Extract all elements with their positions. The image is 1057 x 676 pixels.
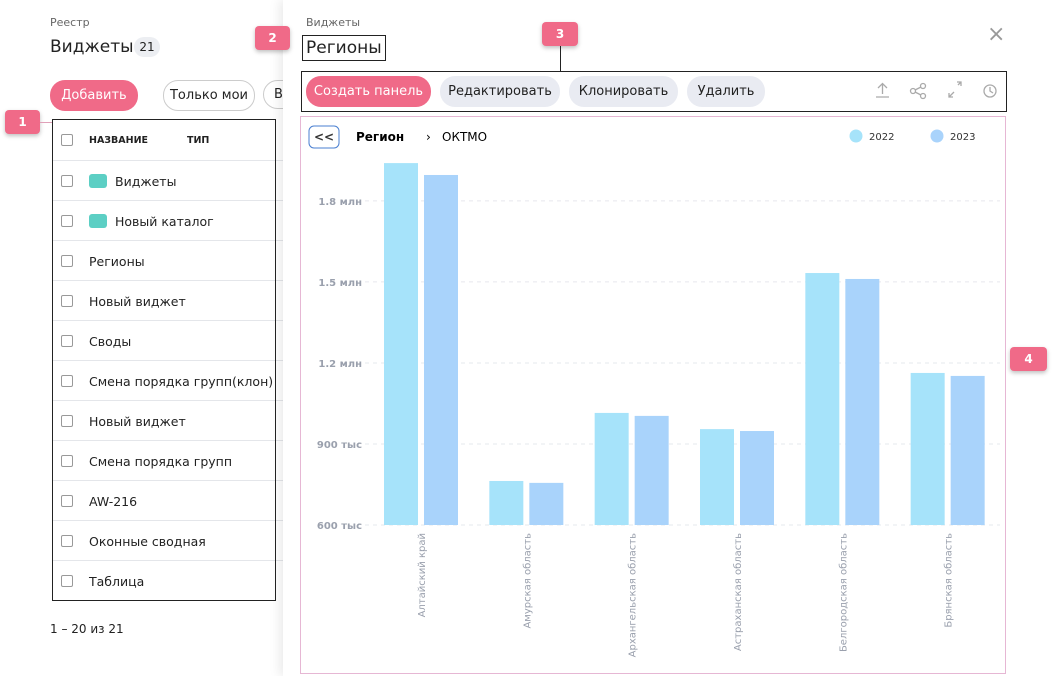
x-tick-label: Брянская область xyxy=(944,533,955,628)
row-name: Новый виджет xyxy=(89,293,186,309)
bar xyxy=(529,482,564,525)
y-tick-label: 1.2 млн xyxy=(318,359,362,370)
table-row[interactable]: AW-216 xyxy=(52,480,283,521)
bar xyxy=(845,278,880,525)
table-row[interactable]: Своды xyxy=(52,320,283,361)
annotation: 3 xyxy=(542,22,578,46)
column-header: ТИП xyxy=(187,134,210,146)
y-tick-label: 1.8 млн xyxy=(318,197,362,208)
edit-button[interactable]: Редактировать xyxy=(440,76,560,107)
breadcrumb: Реестр xyxy=(50,16,90,29)
checkbox[interactable] xyxy=(61,215,73,227)
back-button-label: << xyxy=(314,130,334,144)
chart-frame xyxy=(300,116,1006,674)
clone-button[interactable]: Клонировать xyxy=(569,76,678,107)
filter-button[interactable]: Только мои xyxy=(163,80,255,111)
table-row[interactable]: Виджеты xyxy=(52,160,283,201)
x-tick-label: Астраханская область xyxy=(733,533,744,651)
panel-title: Регионы xyxy=(302,35,386,61)
table-row[interactable]: Новый каталог xyxy=(52,200,283,241)
row-name: Регионы xyxy=(89,253,145,269)
toolbar-icons[interactable] xyxy=(876,81,997,100)
bar xyxy=(594,412,629,525)
row-name: Смена порядка групп(клон) xyxy=(89,373,274,389)
table-row[interactable]: Новый виджет xyxy=(52,400,283,441)
table-header: НАЗВАНИЕ ТИП xyxy=(52,120,283,160)
checkbox[interactable] xyxy=(61,175,73,187)
count-badge: 21 xyxy=(134,37,160,57)
checkbox[interactable] xyxy=(61,495,73,507)
checkbox[interactable] xyxy=(61,375,73,387)
drill-level[interactable]: ОКТМО xyxy=(442,130,487,144)
checkbox[interactable] xyxy=(61,455,73,467)
bar xyxy=(634,415,669,525)
annotation: 2 xyxy=(255,26,290,50)
bar xyxy=(384,163,418,526)
legend-label: 2023 xyxy=(950,132,975,143)
table-row[interactable]: Смена порядка групп xyxy=(52,440,283,481)
connector xyxy=(560,46,561,71)
highlight-box xyxy=(52,119,276,601)
connector xyxy=(40,122,52,123)
bar xyxy=(424,174,458,525)
bar xyxy=(950,375,985,525)
table-row[interactable]: Новый виджет xyxy=(52,280,283,321)
legend-label: 2022 xyxy=(869,132,894,143)
back-button[interactable] xyxy=(308,125,340,149)
delete-button[interactable]: Удалить xyxy=(687,76,765,107)
table-row[interactable]: Оконные сводная xyxy=(52,520,283,561)
annotation: 1 xyxy=(5,110,40,134)
row-name: Новый виджет xyxy=(89,413,186,429)
legend-swatch xyxy=(930,129,944,143)
bar xyxy=(700,429,734,525)
checkbox[interactable] xyxy=(61,575,73,587)
table-row[interactable]: Смена порядка групп(клон) xyxy=(52,360,283,401)
annotation: 4 xyxy=(1010,347,1047,371)
row-name: AW-216 xyxy=(89,493,138,509)
row-name: Виджеты xyxy=(115,173,177,189)
checkbox[interactable] xyxy=(61,295,73,307)
drill-separator: › xyxy=(426,130,431,144)
registry-title: Виджеты xyxy=(50,37,134,57)
folder-icon xyxy=(89,174,107,188)
bar xyxy=(740,431,774,525)
x-tick-label: Архангельская область xyxy=(628,533,639,657)
column-header: НАЗВАНИЕ xyxy=(89,134,149,146)
row-name: Смена порядка групп xyxy=(89,453,232,469)
x-tick-label: Белгородская область xyxy=(838,533,849,652)
folder-icon xyxy=(89,214,107,228)
bar xyxy=(805,273,840,525)
table-row[interactable]: Регионы xyxy=(52,240,283,281)
highlight-box xyxy=(301,71,1007,112)
create-button[interactable]: Создать панель xyxy=(306,76,431,107)
table-row[interactable]: Таблица xyxy=(52,560,283,601)
x-tick-label: Амурская область xyxy=(522,533,533,629)
checkbox[interactable] xyxy=(61,535,73,547)
row-name: Своды xyxy=(89,333,132,349)
row-name: Новый каталог xyxy=(115,213,214,229)
y-tick-label: 1.5 млн xyxy=(318,278,362,289)
row-name: Таблица xyxy=(89,573,145,589)
add-button[interactable]: Добавить xyxy=(50,80,138,111)
y-tick-label: 900 тыс xyxy=(317,440,362,451)
drill-level[interactable]: Регион xyxy=(356,130,404,144)
row-name: Оконные сводная xyxy=(89,533,206,549)
bar xyxy=(489,480,524,525)
checkbox[interactable] xyxy=(61,415,73,427)
breadcrumb: Виджеты xyxy=(306,16,361,29)
pagination: 1 – 20 из 21 xyxy=(50,622,124,636)
close-button[interactable]: × xyxy=(987,22,1006,47)
checkbox[interactable] xyxy=(61,255,73,267)
checkbox[interactable] xyxy=(61,335,73,347)
legend-swatch xyxy=(849,129,863,143)
x-tick-label: Алтайский край xyxy=(417,533,428,617)
bar xyxy=(910,372,945,525)
y-tick-label: 600 тыс xyxy=(317,521,362,532)
